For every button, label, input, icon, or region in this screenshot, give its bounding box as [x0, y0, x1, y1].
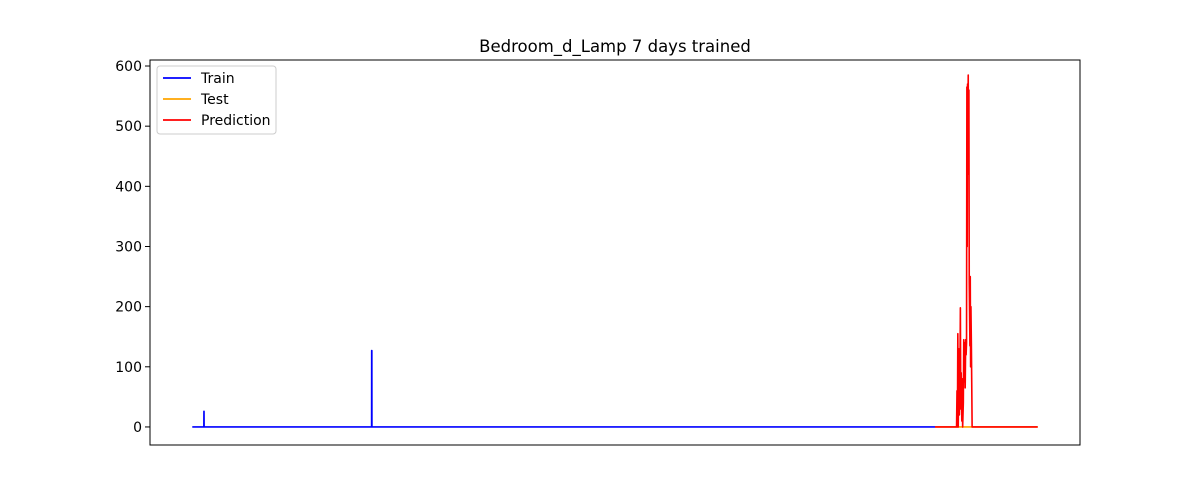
y-tick-label-5: 500	[115, 119, 142, 135]
legend-label-test: Test	[200, 92, 229, 108]
legend-label-prediction: Prediction	[201, 113, 271, 129]
y-tick-label-4: 400	[115, 179, 142, 195]
legend: Train Test Prediction	[156, 65, 277, 135]
y-tick-label-2: 200	[115, 300, 142, 316]
y-axis: 0 100 200 300 400 500 600	[115, 59, 150, 436]
series-line-prediction	[935, 74, 1038, 428]
y-tick-label-3: 300	[115, 239, 142, 255]
y-tick-label-1: 100	[115, 360, 142, 376]
legend-box	[156, 65, 277, 135]
y-tick-label-6: 600	[115, 59, 142, 75]
y-tick-label-0: 0	[133, 420, 142, 436]
chart-title: Bedroom_d_Lamp 7 days trained	[479, 37, 751, 57]
plot-frame	[149, 59, 1081, 446]
legend-label-train: Train	[200, 71, 235, 87]
series-layer	[192, 74, 1038, 428]
series-line-train	[192, 349, 935, 428]
